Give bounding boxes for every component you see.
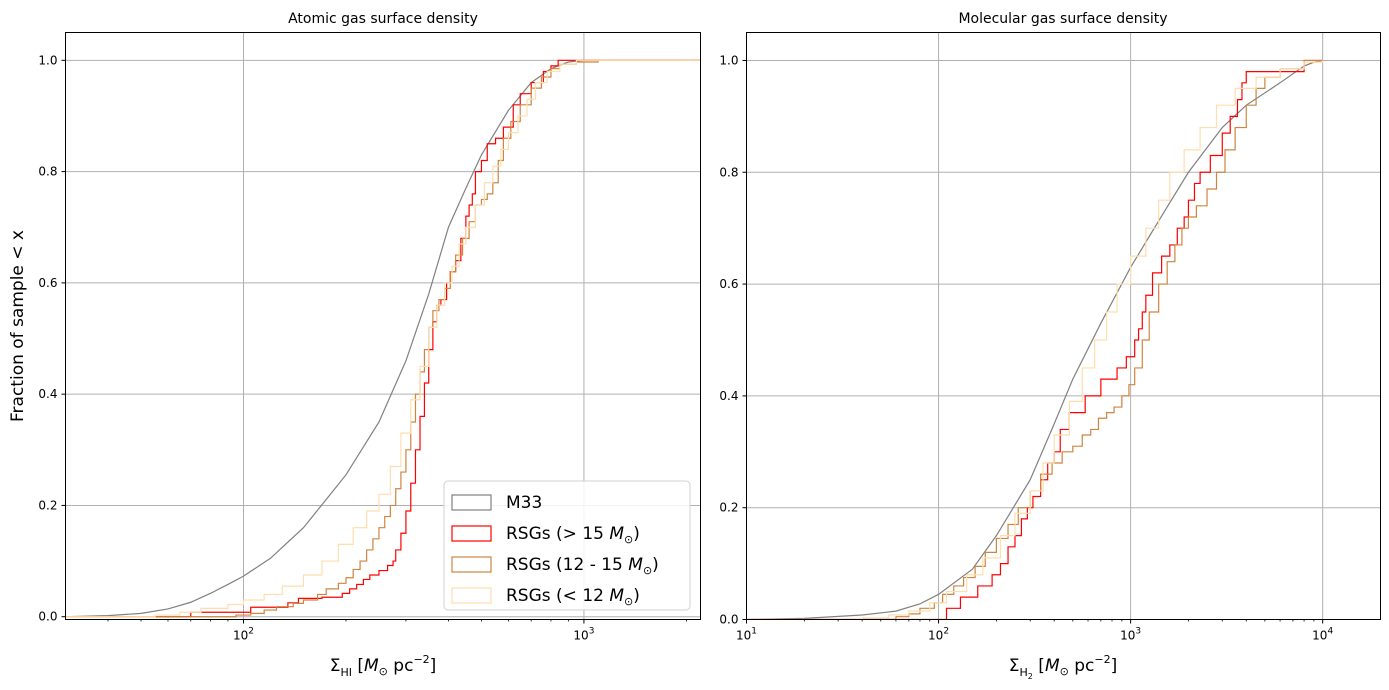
legend-swatch-rsgs-12-m xyxy=(451,587,492,604)
legend-label-m33: M33 xyxy=(506,493,542,513)
molecular-ticks: 101 102 103 104 0.0 0.2 0.4 0.6 0.8 1.0 xyxy=(719,53,1333,642)
legend-label-rsgs-15-m: RSGs (> 15 M⊙) xyxy=(506,524,640,546)
molecular-plot-frame xyxy=(746,32,1381,620)
y-axis-label: Fraction of sample < x xyxy=(8,230,28,422)
atomic-y-tick-label: 0.2 xyxy=(38,498,57,512)
molecular-series-rsgs-12-m xyxy=(746,60,1324,620)
atomic-ticks: 102 103 0.0 0.2 0.4 0.6 0.8 1.0 xyxy=(38,53,687,643)
atomic-y-tick-label: 0.4 xyxy=(38,387,57,401)
legend-swatch-rsgs-15-m xyxy=(451,525,492,542)
molecular-x-tick-label: 101 xyxy=(736,627,757,643)
atomic-series-m33 xyxy=(65,59,701,618)
atomic-y-tick-label: 0.8 xyxy=(38,165,57,179)
molecular-series-rsgs-12-15-m xyxy=(746,59,1323,620)
atomic-y-tick-label: 1.0 xyxy=(38,53,57,67)
legend-swatch-rsgs-12-15-m xyxy=(451,556,492,573)
molecular-panel-title: Molecular gas surface density xyxy=(958,11,1167,27)
molecular-x-tick-label: 102 xyxy=(928,627,949,643)
molecular-y-tick-label: 0.8 xyxy=(719,165,738,179)
molecular-y-tick-label: 0.6 xyxy=(719,277,738,291)
molecular-x-axis-label: ΣH2 [M⊙ pc−2] xyxy=(1009,653,1117,681)
legend: M33 RSGs (> 15 M⊙) RSGs (12 - 15 M⊙) RSGs (… xyxy=(443,480,691,611)
atomic-panel-title: Atomic gas surface density xyxy=(288,11,478,27)
atomic-x-tick-label: 103 xyxy=(573,627,594,643)
molecular-gas-panel: Molecular gas surface density 101 102 103 1… xyxy=(719,11,1381,681)
legend-label-rsgs-12-15-m: RSGs (12 - 15 M⊙) xyxy=(506,555,659,577)
legend-box xyxy=(443,480,691,611)
molecular-y-tick-label: 0.0 xyxy=(719,613,738,627)
atomic-x-axis-label: ΣHI [M⊙ pc−2] xyxy=(330,653,437,679)
atomic-y-tick-label: 0.6 xyxy=(38,276,57,290)
molecular-y-tick-label: 0.2 xyxy=(719,501,738,515)
atomic-series-group xyxy=(65,59,701,618)
molecular-series-m33 xyxy=(746,59,1323,620)
legend-swatch-m33 xyxy=(451,494,492,511)
molecular-x-tick-label: 104 xyxy=(1312,627,1333,643)
atomic-plot-frame xyxy=(65,32,701,620)
atomic-y-tick-label: 0.0 xyxy=(38,610,57,624)
molecular-y-tick-label: 1.0 xyxy=(719,53,738,67)
molecular-series-rsgs-15-m xyxy=(746,59,1323,620)
molecular-x-tick-label: 103 xyxy=(1120,627,1141,643)
molecular-grid xyxy=(746,32,1381,620)
atomic-gas-panel: Atomic gas surface density 102 103 0.0 0.2 0… xyxy=(38,11,701,679)
legend-label-rsgs-12-m: RSGs (< 12 M⊙) xyxy=(506,586,640,608)
molecular-y-tick-label: 0.4 xyxy=(719,389,738,403)
molecular-series-group xyxy=(746,59,1324,620)
atomic-series-rsgs-12-m xyxy=(65,59,701,618)
atomic-x-tick-label: 102 xyxy=(233,627,254,643)
